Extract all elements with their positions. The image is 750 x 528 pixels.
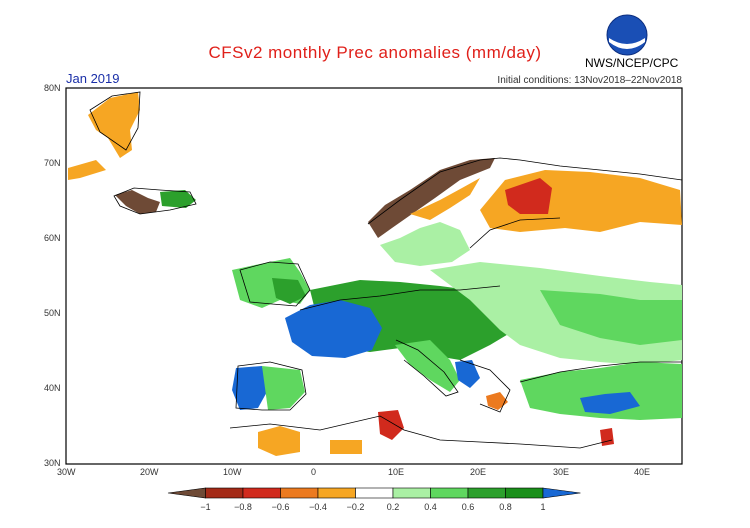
lon-labels: 30W 20W 10W 0 10E 20E 30E 40E: [57, 467, 650, 477]
lon-label: 20E: [470, 467, 486, 477]
greece-dry: [486, 392, 508, 410]
lat-labels: 80N 70N 60N 50N 40N 30N: [44, 83, 61, 468]
colorbar-segment: [392, 487, 431, 499]
levant-dry: [600, 428, 614, 446]
noaa-logo: [606, 14, 648, 56]
iberia-wet-fringe: [262, 366, 305, 410]
colorbar-segment: [505, 487, 544, 499]
colorbar-label: 0.8: [499, 502, 512, 512]
lat-label: 60N: [44, 233, 61, 243]
turkey-wet: [520, 362, 682, 420]
colorbar-label: −1: [200, 502, 210, 512]
uk-core: [272, 278, 306, 304]
iceland-dry: [115, 190, 160, 214]
colorbar-label: −0.2: [347, 502, 365, 512]
turkey-blue: [580, 392, 640, 414]
colorbar-segment: [355, 487, 394, 499]
finland-red: [505, 178, 552, 214]
colorbar-segment: [242, 487, 281, 499]
lon-label: 10E: [388, 467, 404, 477]
colorbar-segment: [430, 487, 469, 499]
colorbar-label: 0.2: [387, 502, 400, 512]
lon-label: 30E: [553, 467, 569, 477]
initial-conditions: Initial conditions: 13Nov2018–22Nov2018: [497, 75, 682, 86]
lon-label: 30W: [57, 467, 76, 477]
lat-label: 30N: [44, 458, 61, 468]
page-title: CFSv2 monthly Prec anomalies (mm/day): [208, 43, 542, 62]
libya-dry: [330, 440, 362, 454]
norway-orange: [410, 178, 480, 220]
lon-label: 0: [311, 467, 316, 477]
agency-label: NWS/NCEP/CPC: [585, 56, 679, 70]
colorbar-label: 0.4: [424, 502, 437, 512]
colorbar: −1 −0.8 −0.6 −0.4 −0.2 0.2 0.4 0.6 0.8 1: [167, 487, 581, 512]
coastlines: [89, 91, 682, 449]
lon-label: 20W: [140, 467, 159, 477]
lat-label: 80N: [44, 83, 61, 93]
iceland-wet: [160, 190, 196, 208]
colorbar-label: −0.8: [234, 502, 252, 512]
colorbar-segment: [317, 487, 356, 499]
colorbar-label: −0.6: [272, 502, 290, 512]
colorbar-segment: [205, 487, 244, 499]
north-africa-dry: [258, 426, 300, 456]
russia-wet-core: [540, 290, 682, 345]
colorbar-segment: [542, 487, 581, 499]
balkans-blue: [455, 360, 480, 388]
iberia-wet: [232, 366, 268, 410]
lat-label: 50N: [44, 308, 61, 318]
lat-label: 70N: [44, 158, 61, 168]
colorbar-label: 1: [540, 502, 545, 512]
colorbar-segment: [280, 487, 319, 499]
lon-label: 10W: [223, 467, 242, 477]
colorbar-segment: [167, 487, 206, 499]
colorbar-label: −0.4: [309, 502, 327, 512]
lat-label: 40N: [44, 383, 61, 393]
colorbar-segment: [467, 487, 506, 499]
lon-label: 40E: [634, 467, 650, 477]
colorbar-label: 0.6: [462, 502, 475, 512]
norway-dry: [368, 158, 495, 238]
france-very-wet: [285, 300, 382, 358]
greenland-dry: [88, 92, 140, 158]
tunisia-dry: [378, 410, 404, 440]
italy-wet: [395, 340, 460, 392]
sweden-wet: [380, 222, 470, 266]
anomaly-field: [68, 92, 682, 456]
greenland-dry-south: [68, 160, 106, 180]
forecast-month: Jan 2019: [66, 71, 120, 86]
